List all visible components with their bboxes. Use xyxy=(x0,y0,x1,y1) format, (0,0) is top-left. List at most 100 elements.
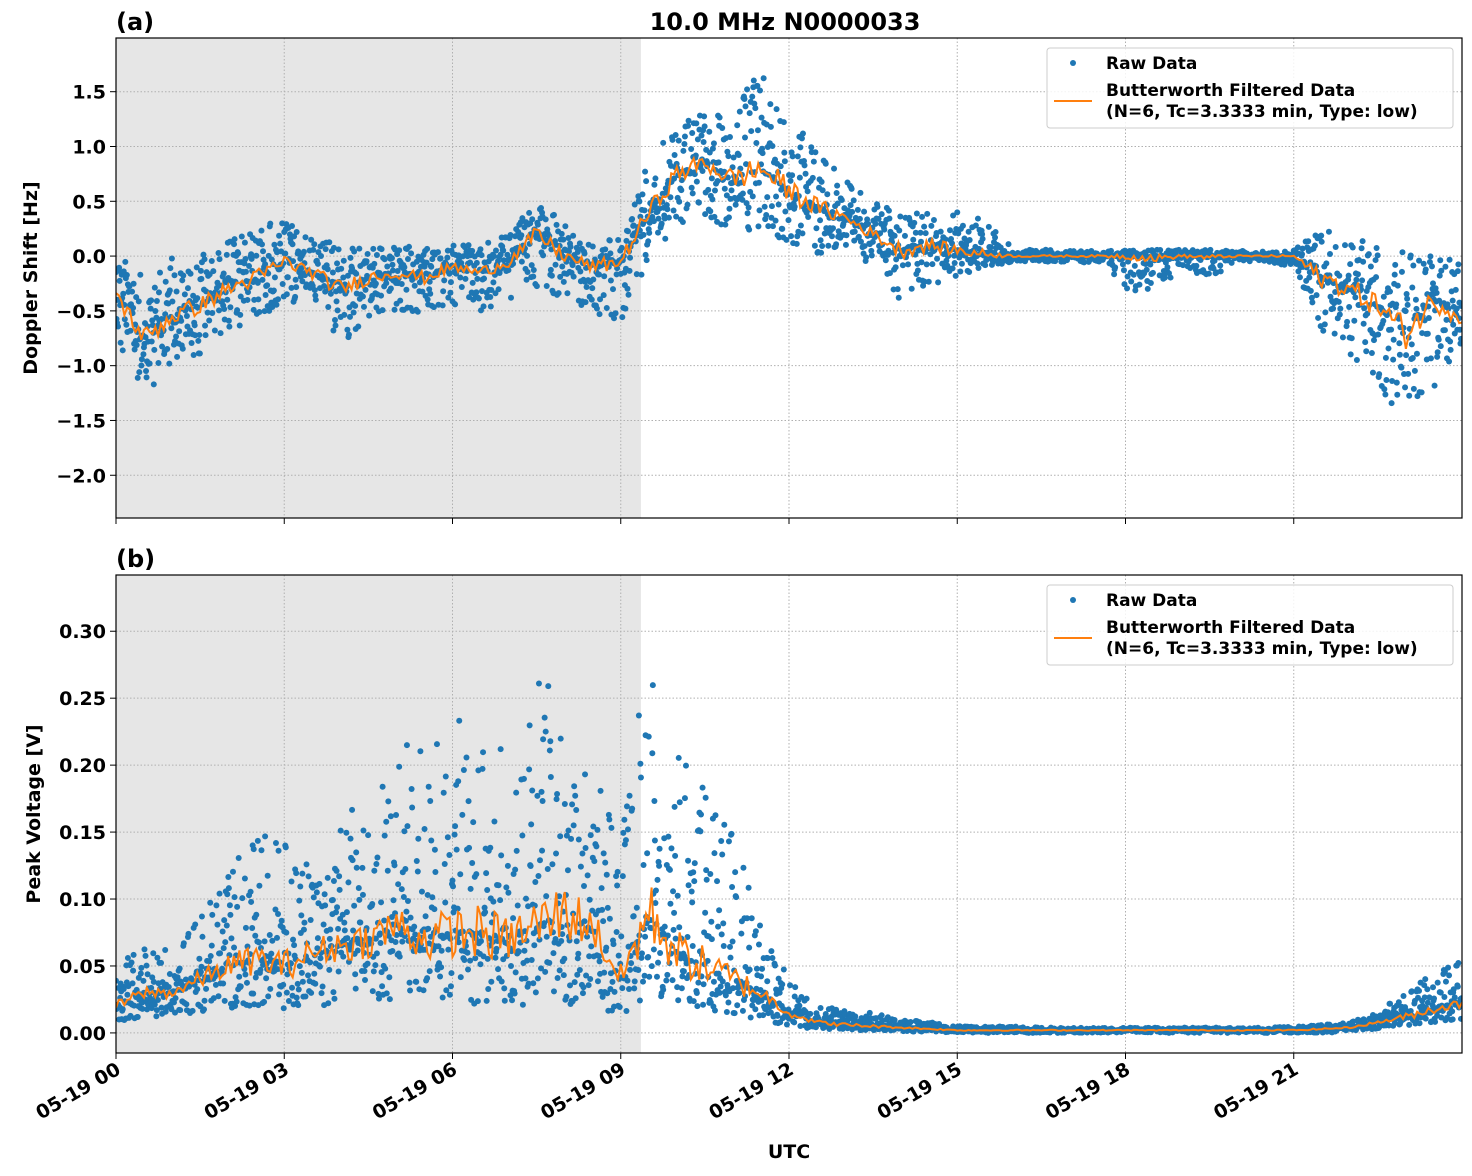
raw-data-point xyxy=(938,229,944,235)
raw-data-point xyxy=(614,929,620,935)
raw-data-point xyxy=(338,828,344,834)
raw-data-point xyxy=(290,241,296,247)
raw-data-point xyxy=(957,268,963,274)
raw-data-point xyxy=(424,246,430,252)
raw-data-point xyxy=(290,937,296,943)
raw-data-point xyxy=(756,207,762,213)
raw-data-point xyxy=(794,241,800,247)
raw-data-point xyxy=(526,210,532,216)
raw-data-point xyxy=(680,148,686,154)
raw-data-point xyxy=(544,934,550,940)
raw-data-point xyxy=(332,317,338,323)
raw-data-point xyxy=(466,798,472,804)
raw-data-point xyxy=(316,881,322,887)
raw-data-point xyxy=(657,950,663,956)
raw-data-point xyxy=(203,332,209,338)
raw-data-point xyxy=(1344,319,1350,325)
raw-data-point xyxy=(535,222,541,228)
raw-data-point xyxy=(330,269,336,275)
raw-data-point xyxy=(711,140,717,146)
raw-data-point xyxy=(120,1006,126,1012)
raw-data-point xyxy=(682,795,688,801)
raw-data-point xyxy=(760,150,766,156)
raw-data-point xyxy=(221,917,227,923)
raw-data-point xyxy=(521,776,527,782)
raw-data-point xyxy=(818,250,824,256)
raw-data-point xyxy=(754,966,760,972)
raw-data-point xyxy=(302,234,308,240)
raw-data-point xyxy=(690,869,696,875)
raw-data-point xyxy=(234,904,240,910)
raw-data-point xyxy=(555,975,561,981)
raw-data-point xyxy=(883,257,889,263)
raw-data-point xyxy=(227,912,233,918)
raw-data-point xyxy=(1336,299,1342,305)
raw-data-point xyxy=(1306,275,1312,281)
raw-data-point xyxy=(895,286,901,292)
raw-data-point xyxy=(659,221,665,227)
raw-data-point xyxy=(722,222,728,228)
raw-data-point xyxy=(557,833,563,839)
raw-data-point xyxy=(721,943,727,949)
raw-data-point xyxy=(573,995,579,1001)
raw-data-point xyxy=(1425,331,1431,337)
raw-data-point xyxy=(216,307,222,313)
raw-data-point xyxy=(140,978,146,984)
raw-data-point xyxy=(1217,263,1223,269)
raw-data-point xyxy=(190,1008,196,1014)
raw-data-point xyxy=(1453,287,1459,293)
raw-data-point xyxy=(242,971,248,977)
raw-data-point xyxy=(558,736,564,742)
raw-data-point xyxy=(519,259,525,265)
raw-data-point xyxy=(533,989,539,995)
raw-data-point xyxy=(683,763,689,769)
raw-data-point xyxy=(596,271,602,277)
raw-data-point xyxy=(389,255,395,261)
raw-data-point xyxy=(673,132,679,138)
raw-data-point xyxy=(485,986,491,992)
raw-data-point xyxy=(465,967,471,973)
raw-data-point xyxy=(724,1009,730,1015)
raw-data-point xyxy=(443,774,449,780)
raw-data-point xyxy=(284,990,290,996)
raw-data-point xyxy=(457,275,463,281)
raw-data-point xyxy=(178,318,184,324)
raw-data-point xyxy=(599,907,605,913)
raw-data-point xyxy=(152,285,158,291)
raw-data-point xyxy=(651,946,657,952)
raw-data-point xyxy=(369,901,375,907)
raw-data-point xyxy=(452,823,458,829)
raw-data-point xyxy=(692,860,698,866)
raw-data-point xyxy=(1405,302,1411,308)
raw-data-point xyxy=(1435,349,1441,355)
raw-data-point xyxy=(482,909,488,915)
raw-data-point xyxy=(1342,242,1348,248)
raw-data-point xyxy=(299,871,305,877)
raw-data-point xyxy=(712,1007,718,1013)
raw-data-point xyxy=(608,277,614,283)
raw-data-point xyxy=(770,223,776,229)
raw-data-point xyxy=(639,950,645,956)
raw-data-point xyxy=(532,879,538,885)
raw-data-point xyxy=(546,960,552,966)
y-tick-label: −2.0 xyxy=(56,465,106,487)
raw-data-point xyxy=(262,833,268,839)
raw-data-point xyxy=(356,246,362,252)
raw-data-point xyxy=(772,963,778,969)
raw-data-point xyxy=(484,998,490,1004)
raw-data-point xyxy=(406,244,412,250)
raw-data-point xyxy=(642,934,648,940)
raw-data-point xyxy=(750,193,756,199)
raw-data-point xyxy=(387,996,393,1002)
raw-data-point xyxy=(716,907,722,913)
raw-data-point xyxy=(745,210,751,216)
raw-data-point xyxy=(601,970,607,976)
raw-data-point xyxy=(294,995,300,1001)
raw-data-point xyxy=(447,290,453,296)
raw-data-point xyxy=(359,865,365,871)
raw-data-point xyxy=(412,932,418,938)
raw-data-point xyxy=(623,1008,629,1014)
raw-data-point xyxy=(1326,229,1332,235)
raw-data-point xyxy=(830,225,836,231)
